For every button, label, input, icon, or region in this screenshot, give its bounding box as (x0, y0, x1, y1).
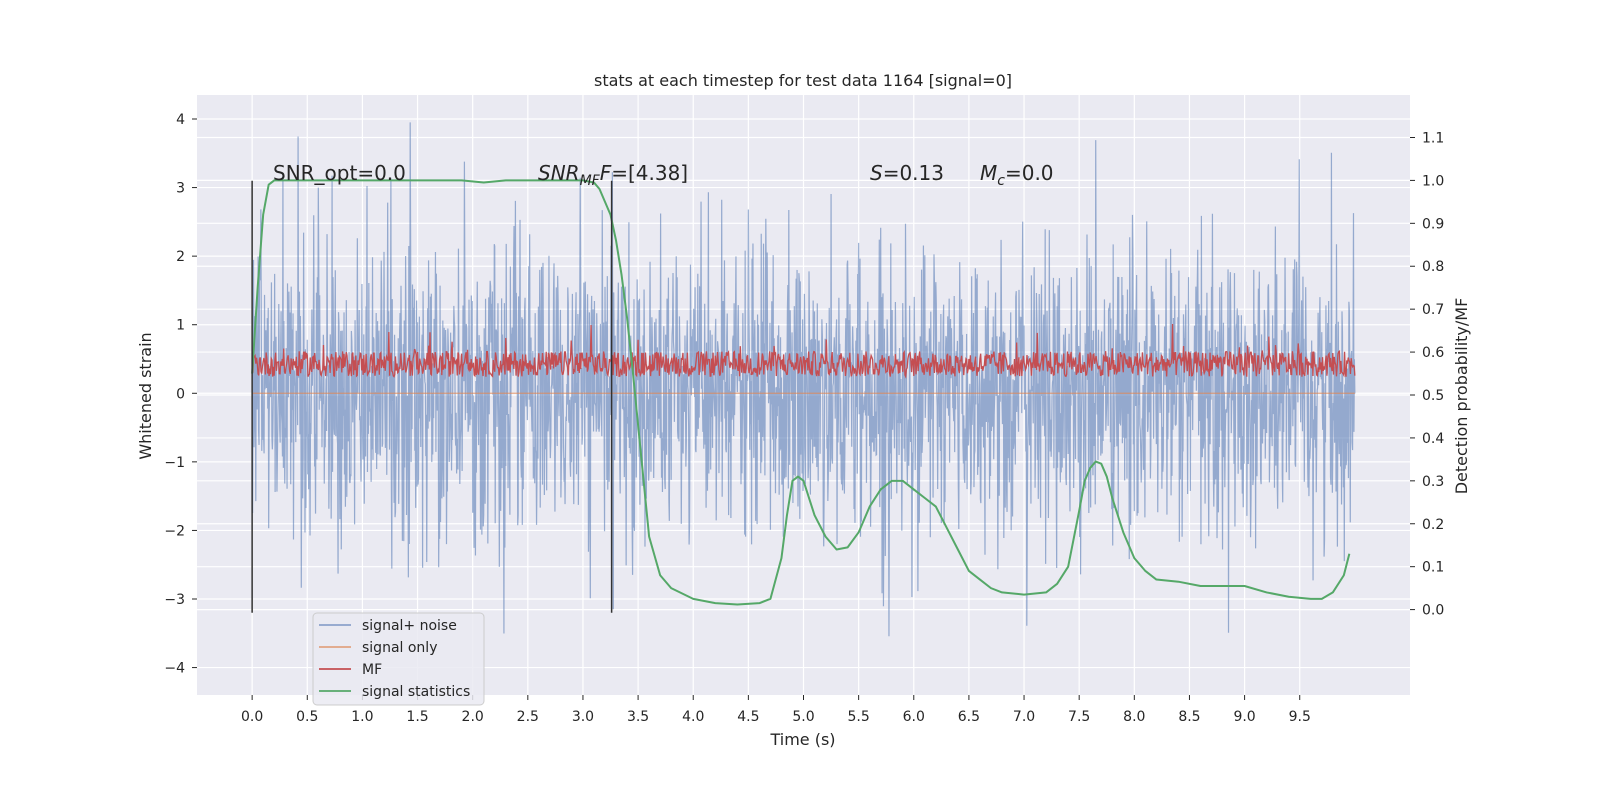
y-tick-label-left: 0 (176, 386, 185, 402)
y-tick-label-right: 0.3 (1422, 474, 1444, 490)
annotations: SNR_opt=0.0 SNRMFF=[4.38] S=0.13 Mc=0.0 (273, 161, 1054, 189)
series-mf (251, 324, 1356, 379)
y-tick-label-right: 0.0 (1422, 603, 1444, 619)
y-tick-label-right: 0.6 (1422, 345, 1444, 361)
y-tick-label-left: −4 (164, 661, 185, 677)
x-tick-label: 7.5 (1068, 709, 1090, 725)
y-tick-label-right: 1.1 (1422, 130, 1444, 146)
legend: signal+ noise signal only MF signal stat… (312, 612, 485, 706)
axes: 0.0 0.5 1.0 1.5 2.0 2.5 3.0 3.5 4.0 4.5 5.0 5.5 6.0 6… (164, 112, 1444, 725)
y-tick-label-left: 3 (176, 181, 185, 197)
x-tick-label: 0.5 (296, 709, 318, 725)
y-tick-label-left: −1 (164, 455, 185, 471)
y-tick-label-left: 4 (176, 112, 185, 128)
x-tick-label: 5.5 (848, 709, 870, 725)
y-tick-label-right: 1.0 (1422, 173, 1444, 189)
x-tick-label: 3.0 (572, 709, 594, 725)
annotation-snr-opt: SNR_opt=0.0 (273, 161, 406, 185)
x-tick-label: 1.5 (406, 709, 428, 725)
x-tick-label: 4.0 (682, 709, 704, 725)
y-tick-label-right: 0.7 (1422, 302, 1444, 318)
y-tick-label-right: 0.4 (1422, 431, 1444, 447)
y-tick-label-right: 0.8 (1422, 259, 1444, 275)
series-signal-statistics (251, 179, 1351, 606)
annotation-s: S=0.13 (870, 161, 944, 185)
y-tick-label-left: −3 (164, 592, 185, 608)
y-tick-label-left: 1 (176, 318, 185, 334)
x-tick-label: 2.5 (517, 709, 539, 725)
x-tick-label: 5.0 (792, 709, 814, 725)
x-tick-label: 9.5 (1289, 709, 1311, 725)
legend-label-signal-only: signal only (362, 640, 437, 656)
y-tick-label-right: 0.9 (1422, 216, 1444, 232)
series-signal-noise (251, 122, 1356, 637)
legend-box (312, 612, 485, 706)
x-tick-label: 6.0 (903, 709, 925, 725)
vertical-markers (251, 180, 613, 613)
x-axis-label: Time (s) (769, 730, 835, 749)
annotation-mc: Mc=0.0 (980, 161, 1054, 189)
x-tick-label: 9.0 (1233, 709, 1255, 725)
legend-label-signal-noise: signal+ noise (362, 618, 457, 634)
x-tick-label: 1.0 (351, 709, 373, 725)
y-axis-label-left: Whitened strain (136, 332, 155, 459)
x-tick-label: 7.0 (1013, 709, 1035, 725)
y-tick-label-right: 0.5 (1422, 388, 1444, 404)
y-tick-label-left: 2 (176, 249, 185, 265)
x-tick-label: 8.0 (1123, 709, 1145, 725)
legend-label-mf: MF (362, 662, 382, 678)
x-tick-label: 0.0 (241, 709, 263, 725)
x-tick-label: 6.5 (958, 709, 980, 725)
legend-label-signal-statistics: signal statistics (362, 684, 470, 700)
series-layer (251, 122, 1356, 637)
x-tick-label: 8.5 (1178, 709, 1200, 725)
x-tick-label: 4.5 (737, 709, 759, 725)
y-axis-label-right: Detection probability/MF (1452, 298, 1471, 495)
annotation-snr-mf: SNRMFF=[4.38] (538, 161, 688, 189)
x-tick-label: 3.5 (627, 709, 649, 725)
y-tick-label-right: 0.1 (1422, 560, 1444, 576)
y-tick-label-right: 0.2 (1422, 517, 1444, 533)
x-tick-label: 2.0 (462, 709, 484, 725)
chart-title: stats at each timestep for test data 116… (594, 71, 1012, 90)
y-tick-label-left: −2 (164, 523, 185, 539)
